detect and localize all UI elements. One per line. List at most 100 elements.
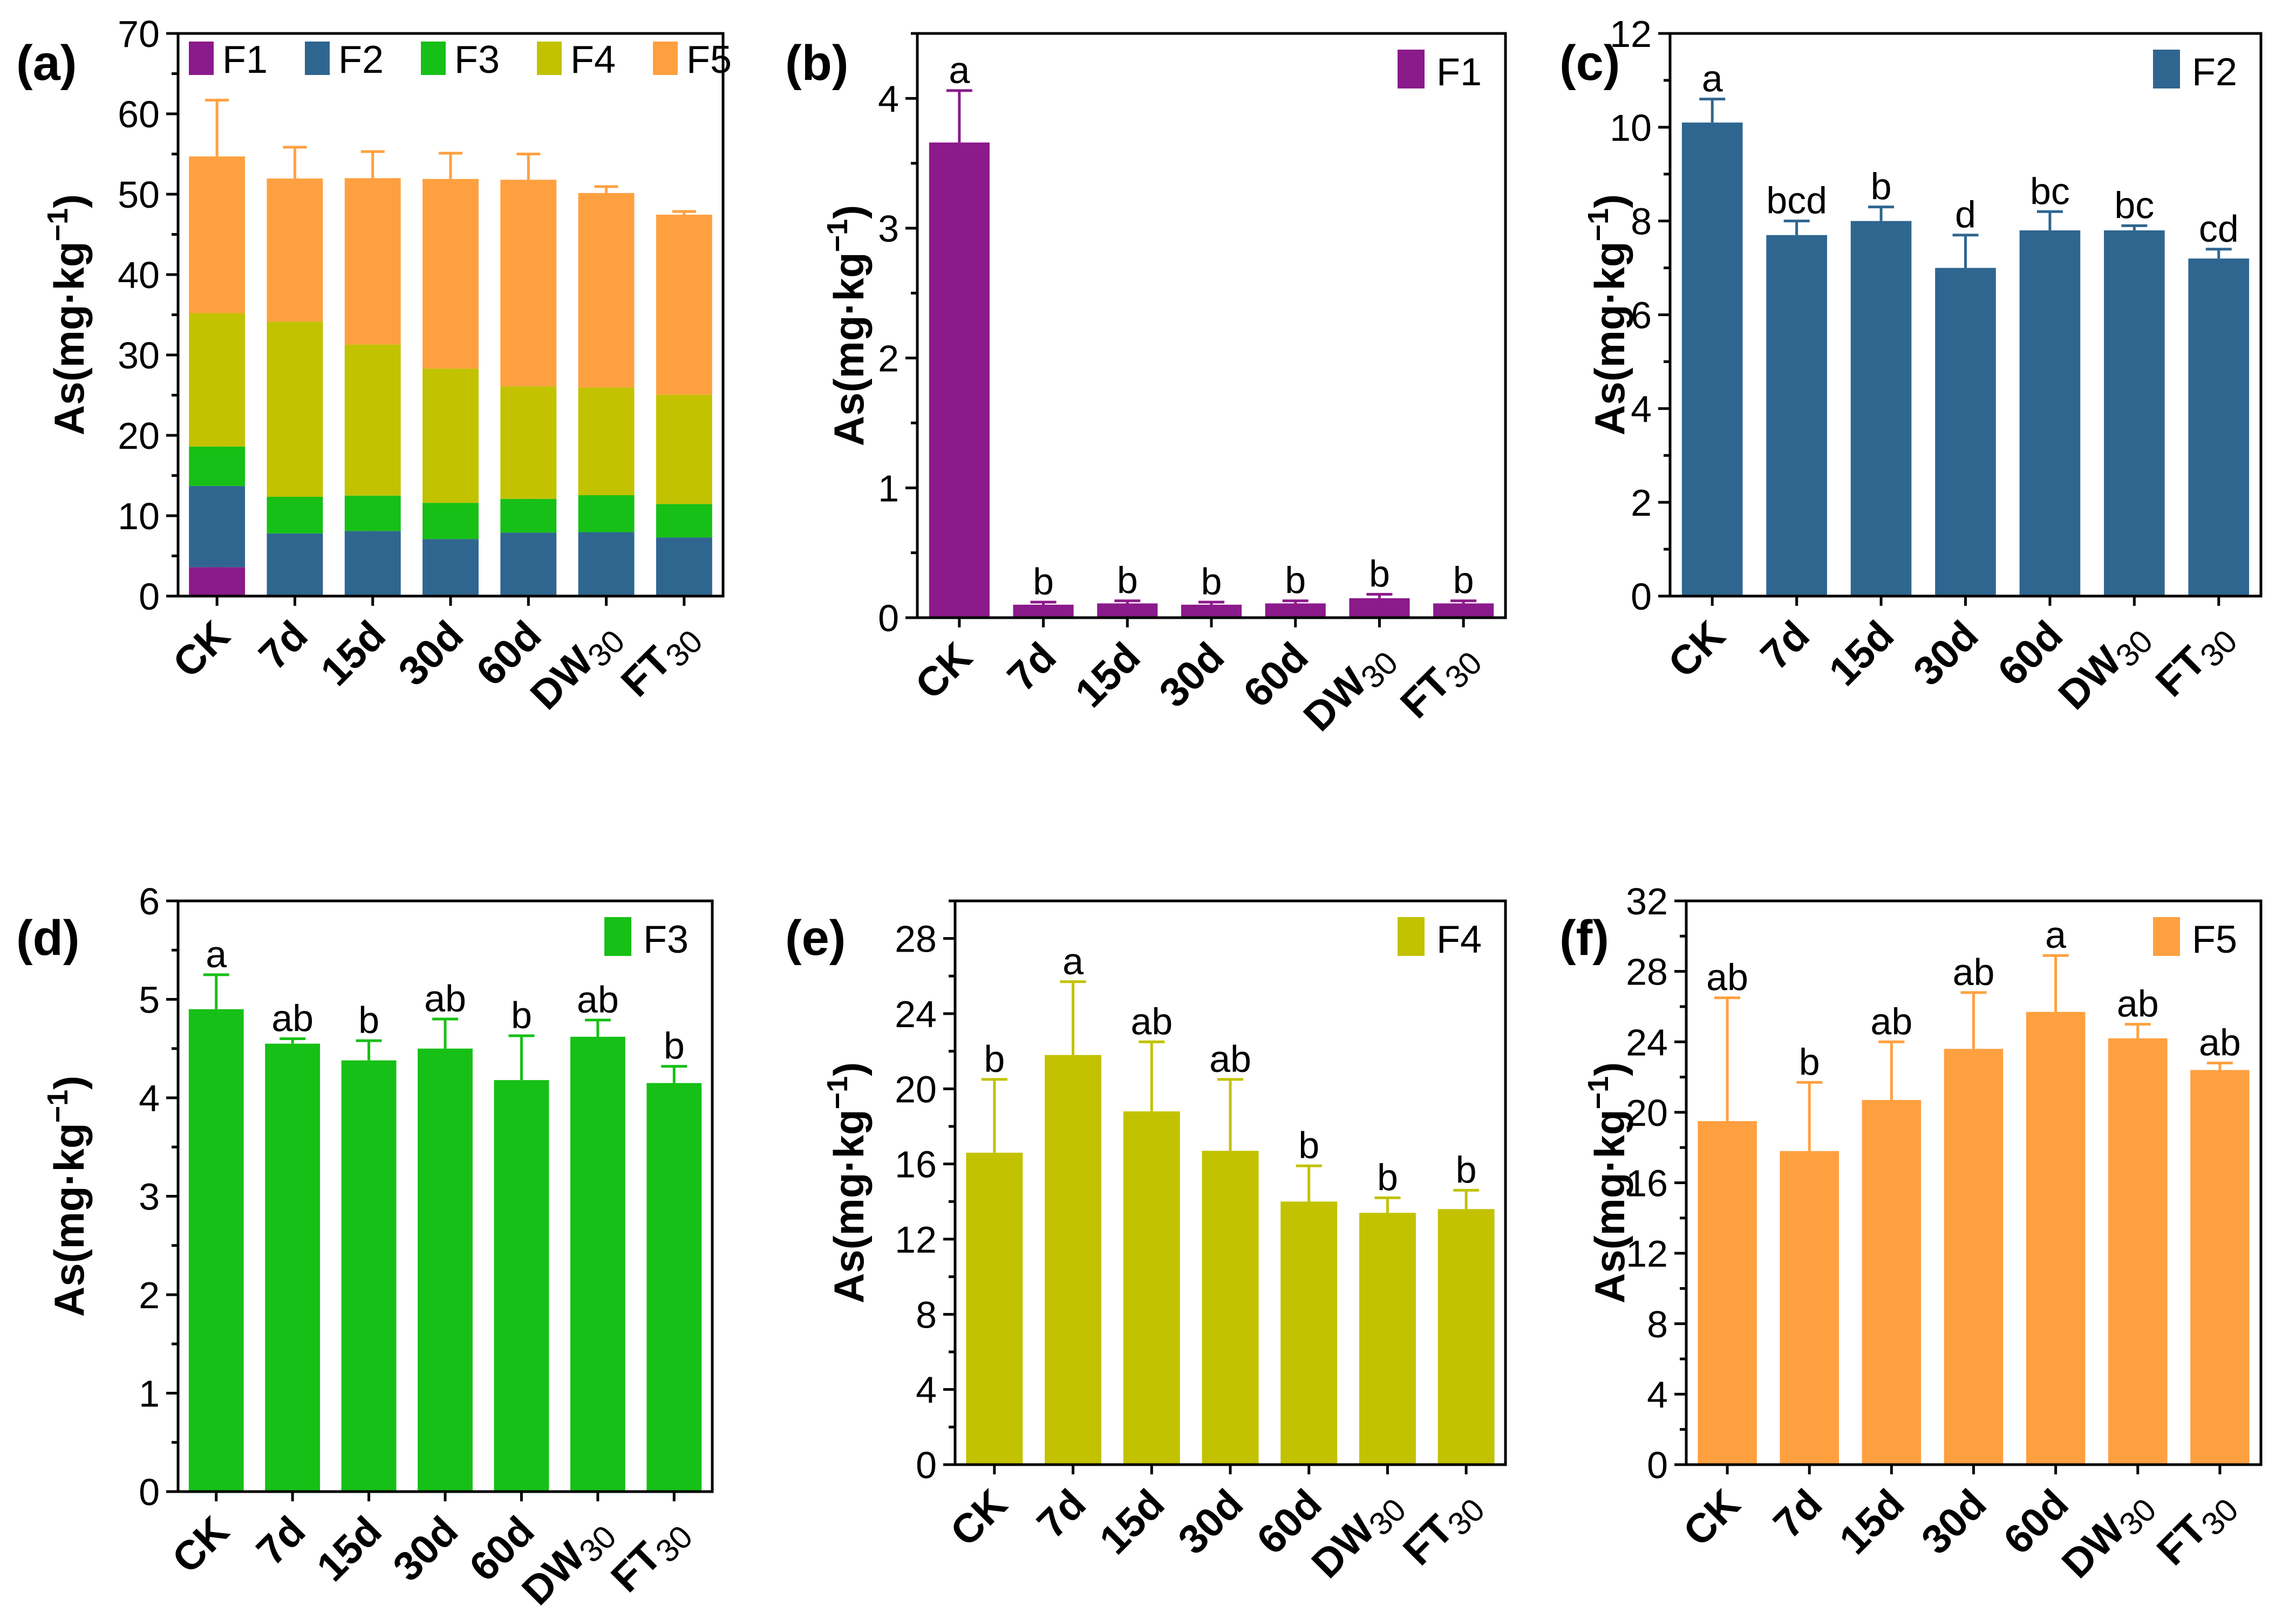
x-tick-label: FT30	[2147, 623, 2244, 706]
y-tick-label: 40	[118, 254, 160, 296]
x-tick-label: DW30	[522, 612, 632, 722]
significance-letter: b	[1033, 560, 1054, 603]
x-tick-label: 30d	[1913, 1481, 1995, 1563]
x-tick-label: 7d	[250, 612, 317, 679]
bar-dw	[2104, 230, 2165, 596]
x-tick-label: 30d	[1150, 634, 1233, 716]
x-tick-label-6: FT30	[1392, 634, 1489, 731]
y-tick-label: 20	[895, 1068, 937, 1110]
significance-letter: b	[1285, 559, 1306, 601]
significance-letter: ab	[1953, 951, 1995, 993]
x-tick-label: 30d	[384, 1508, 467, 1590]
bar-f4	[423, 368, 479, 503]
bar-30d	[1181, 604, 1242, 618]
x-tick-label: 15d	[1820, 612, 1903, 695]
y-tick-label: 4	[1647, 1373, 1668, 1416]
y-tick-label: 0	[1631, 576, 1652, 618]
x-tick-label-0: CK	[942, 1481, 1016, 1555]
significance-letter: ab	[2199, 1021, 2241, 1063]
y-tick-label: 4	[916, 1369, 937, 1411]
y-tick-label: 12	[1610, 13, 1652, 55]
significance-letter: a	[1702, 58, 1723, 100]
bar-60d	[1265, 603, 1326, 618]
x-tick-label-1: 7d	[1752, 612, 1818, 679]
significance-letter: b	[1799, 1041, 1820, 1083]
x-tick-label: FT30	[1392, 634, 1489, 731]
legend-label-f4: F4	[570, 38, 616, 81]
legend-swatch-f2	[305, 42, 330, 75]
bar-ft	[2190, 1070, 2250, 1465]
y-tick-label: 0	[916, 1444, 937, 1486]
y-tick-label: 3	[878, 208, 899, 250]
significance-letter: b	[358, 999, 379, 1041]
panel-label: (c)	[1559, 36, 1620, 91]
bar-7d	[1045, 1055, 1102, 1465]
bar-dw	[2108, 1038, 2168, 1465]
x-tick-label: 15d	[1067, 634, 1149, 716]
significance-letter: b	[1369, 553, 1390, 595]
bar-60d	[494, 1080, 549, 1492]
bar-f4	[344, 344, 401, 496]
bar-f2	[500, 532, 557, 596]
x-tick-label: CK	[1674, 1481, 1749, 1555]
x-tick-label: 15d	[1091, 1481, 1174, 1563]
y-tick-label: 3	[139, 1176, 160, 1218]
y-axis-label-4: As(mg·kg−1)	[821, 1062, 873, 1303]
x-tick-label-0: CK	[164, 612, 239, 687]
y-tick-label: 2	[878, 338, 899, 380]
y-tick-label: 4	[878, 78, 899, 120]
bar-7d	[1013, 604, 1074, 618]
bar-f3	[500, 498, 557, 533]
x-tick-label-5: DW30	[522, 612, 632, 722]
legend-label: F1	[1436, 51, 1482, 94]
y-tick-label: 12	[895, 1219, 937, 1261]
bar-30d	[418, 1048, 473, 1492]
bar-f3	[578, 495, 635, 532]
x-tick-label: 7d	[999, 634, 1065, 700]
legend-swatch	[1398, 50, 1425, 88]
bar-ft	[1437, 1209, 1495, 1465]
legend-label: F2	[2192, 51, 2237, 94]
x-tick-label: 7d	[1028, 1481, 1095, 1547]
bar-15d	[341, 1060, 397, 1492]
significance-letter: d	[1955, 194, 1976, 236]
x-tick-label-2: 15d	[1831, 1481, 1913, 1563]
significance-letter: a	[206, 933, 227, 975]
x-tick-label: 7d	[1764, 1481, 1831, 1547]
y-tick-label: 16	[1626, 1163, 1668, 1205]
significance-letter: b	[1201, 560, 1222, 603]
y-tick-label: 8	[1647, 1303, 1668, 1345]
legend-label-f3: F3	[454, 38, 500, 81]
y-tick-label: 4	[1631, 388, 1652, 430]
bar-30d	[1202, 1151, 1259, 1465]
bar-7d	[1766, 235, 1827, 596]
panel-label: (a)	[16, 36, 77, 91]
significance-letter: b	[1871, 166, 1892, 208]
y-axis-label-1: As(mg·kg−1)	[821, 205, 873, 446]
plot-frame	[916, 32, 1507, 619]
y-tick-label: 28	[1626, 951, 1668, 993]
x-tick-label-0: CK	[1674, 1481, 1749, 1555]
bar-f5	[578, 193, 635, 388]
x-tick-label-6: FT30	[612, 612, 710, 709]
significance-letter: b	[984, 1038, 1005, 1080]
significance-letter: ab	[1130, 1000, 1173, 1042]
y-tick-label: 6	[1631, 295, 1652, 337]
significance-letter: b	[1377, 1156, 1398, 1198]
bar-ft	[646, 1083, 702, 1492]
x-tick-label-1: 7d	[999, 634, 1065, 700]
x-tick-label-5: DW30	[513, 1508, 623, 1618]
x-tick-label-2: 15d	[312, 612, 394, 695]
y-tick-label: 12	[1626, 1233, 1668, 1275]
y-tick-label: 8	[916, 1294, 937, 1336]
panel-label: (d)	[16, 911, 79, 966]
x-tick-label: DW30	[2050, 623, 2160, 719]
bar-60d	[2019, 230, 2081, 596]
y-tick-label: 32	[1626, 880, 1668, 922]
y-tick-label: 50	[118, 174, 160, 216]
significance-letter: ab	[271, 997, 314, 1040]
x-tick-label: DW30	[1303, 1492, 1413, 1587]
x-tick-label-3: 30d	[1169, 1481, 1252, 1563]
